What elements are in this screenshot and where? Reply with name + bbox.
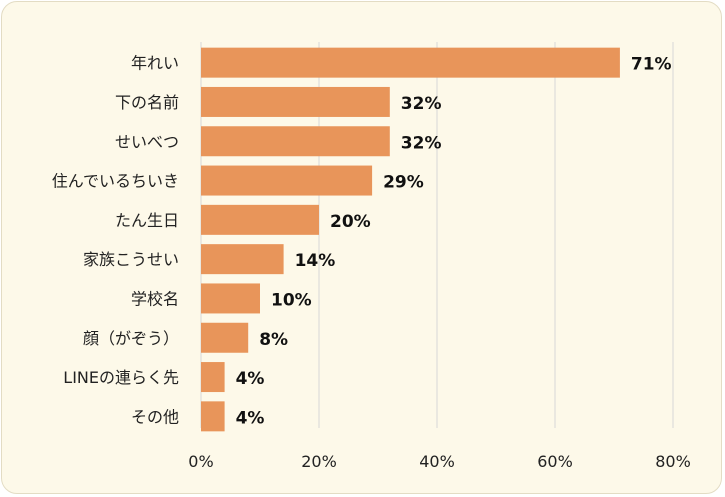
category-label: 年れい bbox=[131, 54, 179, 73]
bar bbox=[201, 126, 390, 157]
value-label: 10% bbox=[271, 290, 312, 310]
category-label: 家族こうせい bbox=[83, 250, 179, 269]
value-label: 32% bbox=[401, 133, 442, 153]
category-label: 学校名 bbox=[131, 289, 179, 308]
value-label: 4% bbox=[236, 408, 265, 428]
category-label: 顔（がぞう） bbox=[83, 329, 179, 348]
category-label: 住んでいるちいき bbox=[52, 172, 179, 191]
category-label: たん生日 bbox=[115, 211, 179, 230]
x-tick-label: 80% bbox=[655, 452, 691, 471]
bar bbox=[201, 204, 319, 235]
bar bbox=[201, 165, 373, 196]
value-label: 14% bbox=[295, 251, 336, 271]
bar bbox=[201, 47, 620, 78]
category-label: 下の名前 bbox=[115, 93, 179, 112]
x-tick-label: 60% bbox=[537, 452, 573, 471]
bar bbox=[201, 401, 225, 432]
bar bbox=[201, 86, 390, 117]
value-label: 71% bbox=[631, 55, 672, 75]
value-label: 20% bbox=[330, 212, 371, 232]
value-label: 8% bbox=[259, 330, 288, 350]
bar bbox=[201, 283, 260, 314]
value-label: 32% bbox=[401, 94, 442, 114]
x-tick-label: 40% bbox=[419, 452, 455, 471]
category-label: その他 bbox=[131, 407, 179, 426]
x-tick-label: 20% bbox=[301, 452, 337, 471]
category-label: LINEの連らく先 bbox=[63, 368, 179, 387]
category-label: せいべつ bbox=[115, 132, 179, 151]
bar bbox=[201, 244, 284, 275]
value-label: 4% bbox=[236, 369, 265, 389]
bar bbox=[201, 362, 225, 393]
value-label: 29% bbox=[383, 173, 424, 193]
x-tick-label: 0% bbox=[188, 452, 213, 471]
bar bbox=[201, 322, 249, 353]
